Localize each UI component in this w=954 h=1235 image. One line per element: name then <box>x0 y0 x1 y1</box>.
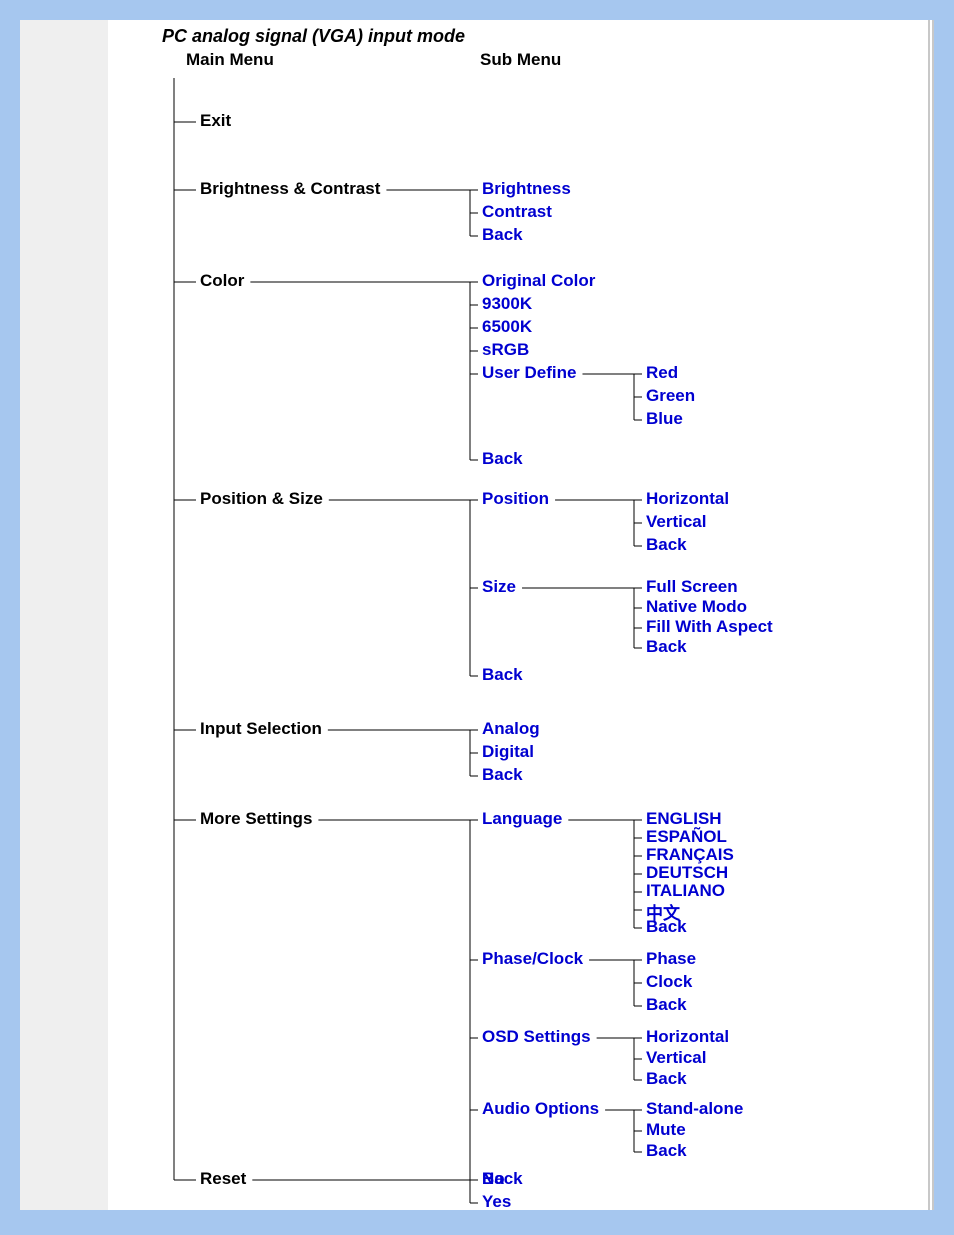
sub-input-selection-analog: Analog <box>482 719 540 739</box>
page-frame: PC analog signal (VGA) input mode Main M… <box>20 20 934 1210</box>
sub-color-user-define: User Define <box>482 363 576 383</box>
leaf-more-settings-language-back: Back <box>646 917 687 937</box>
leaf-position-size-position-horizontal: Horizontal <box>646 489 729 509</box>
sub-color-9300k: 9300K <box>482 294 532 314</box>
left-gutter <box>20 20 108 1210</box>
sub-brightness-contrast-back: Back <box>482 225 523 245</box>
leaf-more-settings-language-italiano: ITALIANO <box>646 881 725 901</box>
sub-color-back: Back <box>482 449 523 469</box>
main-input-selection: Input Selection <box>200 719 322 739</box>
sub-brightness-contrast-brightness: Brightness <box>482 179 571 199</box>
leaf-color-user-define-red: Red <box>646 363 678 383</box>
sub-position-size-position: Position <box>482 489 549 509</box>
sub-color-original-color: Original Color <box>482 271 595 291</box>
sub-input-selection-digital: Digital <box>482 742 534 762</box>
leaf-more-settings-phase-clock-back: Back <box>646 995 687 1015</box>
sub-more-settings-language: Language <box>482 809 562 829</box>
leaf-position-size-position-back: Back <box>646 535 687 555</box>
leaf-position-size-size-full-screen: Full Screen <box>646 577 738 597</box>
sub-position-size-back: Back <box>482 665 523 685</box>
main-more-settings: More Settings <box>200 809 312 829</box>
leaf-more-settings-osd-settings-vertical: Vertical <box>646 1048 707 1068</box>
leaf-color-user-define-green: Green <box>646 386 695 406</box>
leaf-more-settings-phase-clock-phase: Phase <box>646 949 696 969</box>
sub-reset-yes: Yes <box>482 1192 511 1212</box>
sub-more-settings-osd-settings: OSD Settings <box>482 1027 591 1047</box>
leaf-position-size-size-native-modo: Native Modo <box>646 597 747 617</box>
main-color: Color <box>200 271 244 291</box>
menu-tree-diagram: PC analog signal (VGA) input mode Main M… <box>108 20 928 1210</box>
sub-color-srgb: sRGB <box>482 340 529 360</box>
main-brightness-contrast: Brightness & Contrast <box>200 179 380 199</box>
leaf-more-settings-language-deutsch: DEUTSCH <box>646 863 728 883</box>
main-position-size: Position & Size <box>200 489 323 509</box>
leaf-more-settings-phase-clock-clock: Clock <box>646 972 692 992</box>
sub-more-settings-audio-options: Audio Options <box>482 1099 599 1119</box>
leaf-color-user-define-blue: Blue <box>646 409 683 429</box>
leaf-position-size-size-back: Back <box>646 637 687 657</box>
sub-input-selection-back: Back <box>482 765 523 785</box>
sub-brightness-contrast-contrast: Contrast <box>482 202 552 222</box>
sub-position-size-size: Size <box>482 577 516 597</box>
leaf-more-settings-language-english: ENGLISH <box>646 809 722 829</box>
sub-reset-no: No <box>482 1169 505 1189</box>
main-exit: Exit <box>200 111 231 131</box>
leaf-more-settings-audio-options-mute: Mute <box>646 1120 686 1140</box>
leaf-more-settings-language-espa-ol: ESPAÑOL <box>646 827 727 847</box>
leaf-more-settings-language-fran-ais: FRANÇAIS <box>646 845 734 865</box>
leaf-position-size-size-fill-with-aspect: Fill With Aspect <box>646 617 773 637</box>
leaf-more-settings-osd-settings-horizontal: Horizontal <box>646 1027 729 1047</box>
leaf-position-size-position-vertical: Vertical <box>646 512 707 532</box>
sub-color-6500k: 6500K <box>482 317 532 337</box>
leaf-more-settings-audio-options-stand-alone: Stand-alone <box>646 1099 743 1119</box>
leaf-more-settings-audio-options-back: Back <box>646 1141 687 1161</box>
leaf-more-settings-osd-settings-back: Back <box>646 1069 687 1089</box>
sub-more-settings-phase-clock: Phase/Clock <box>482 949 583 969</box>
main-reset: Reset <box>200 1169 246 1189</box>
